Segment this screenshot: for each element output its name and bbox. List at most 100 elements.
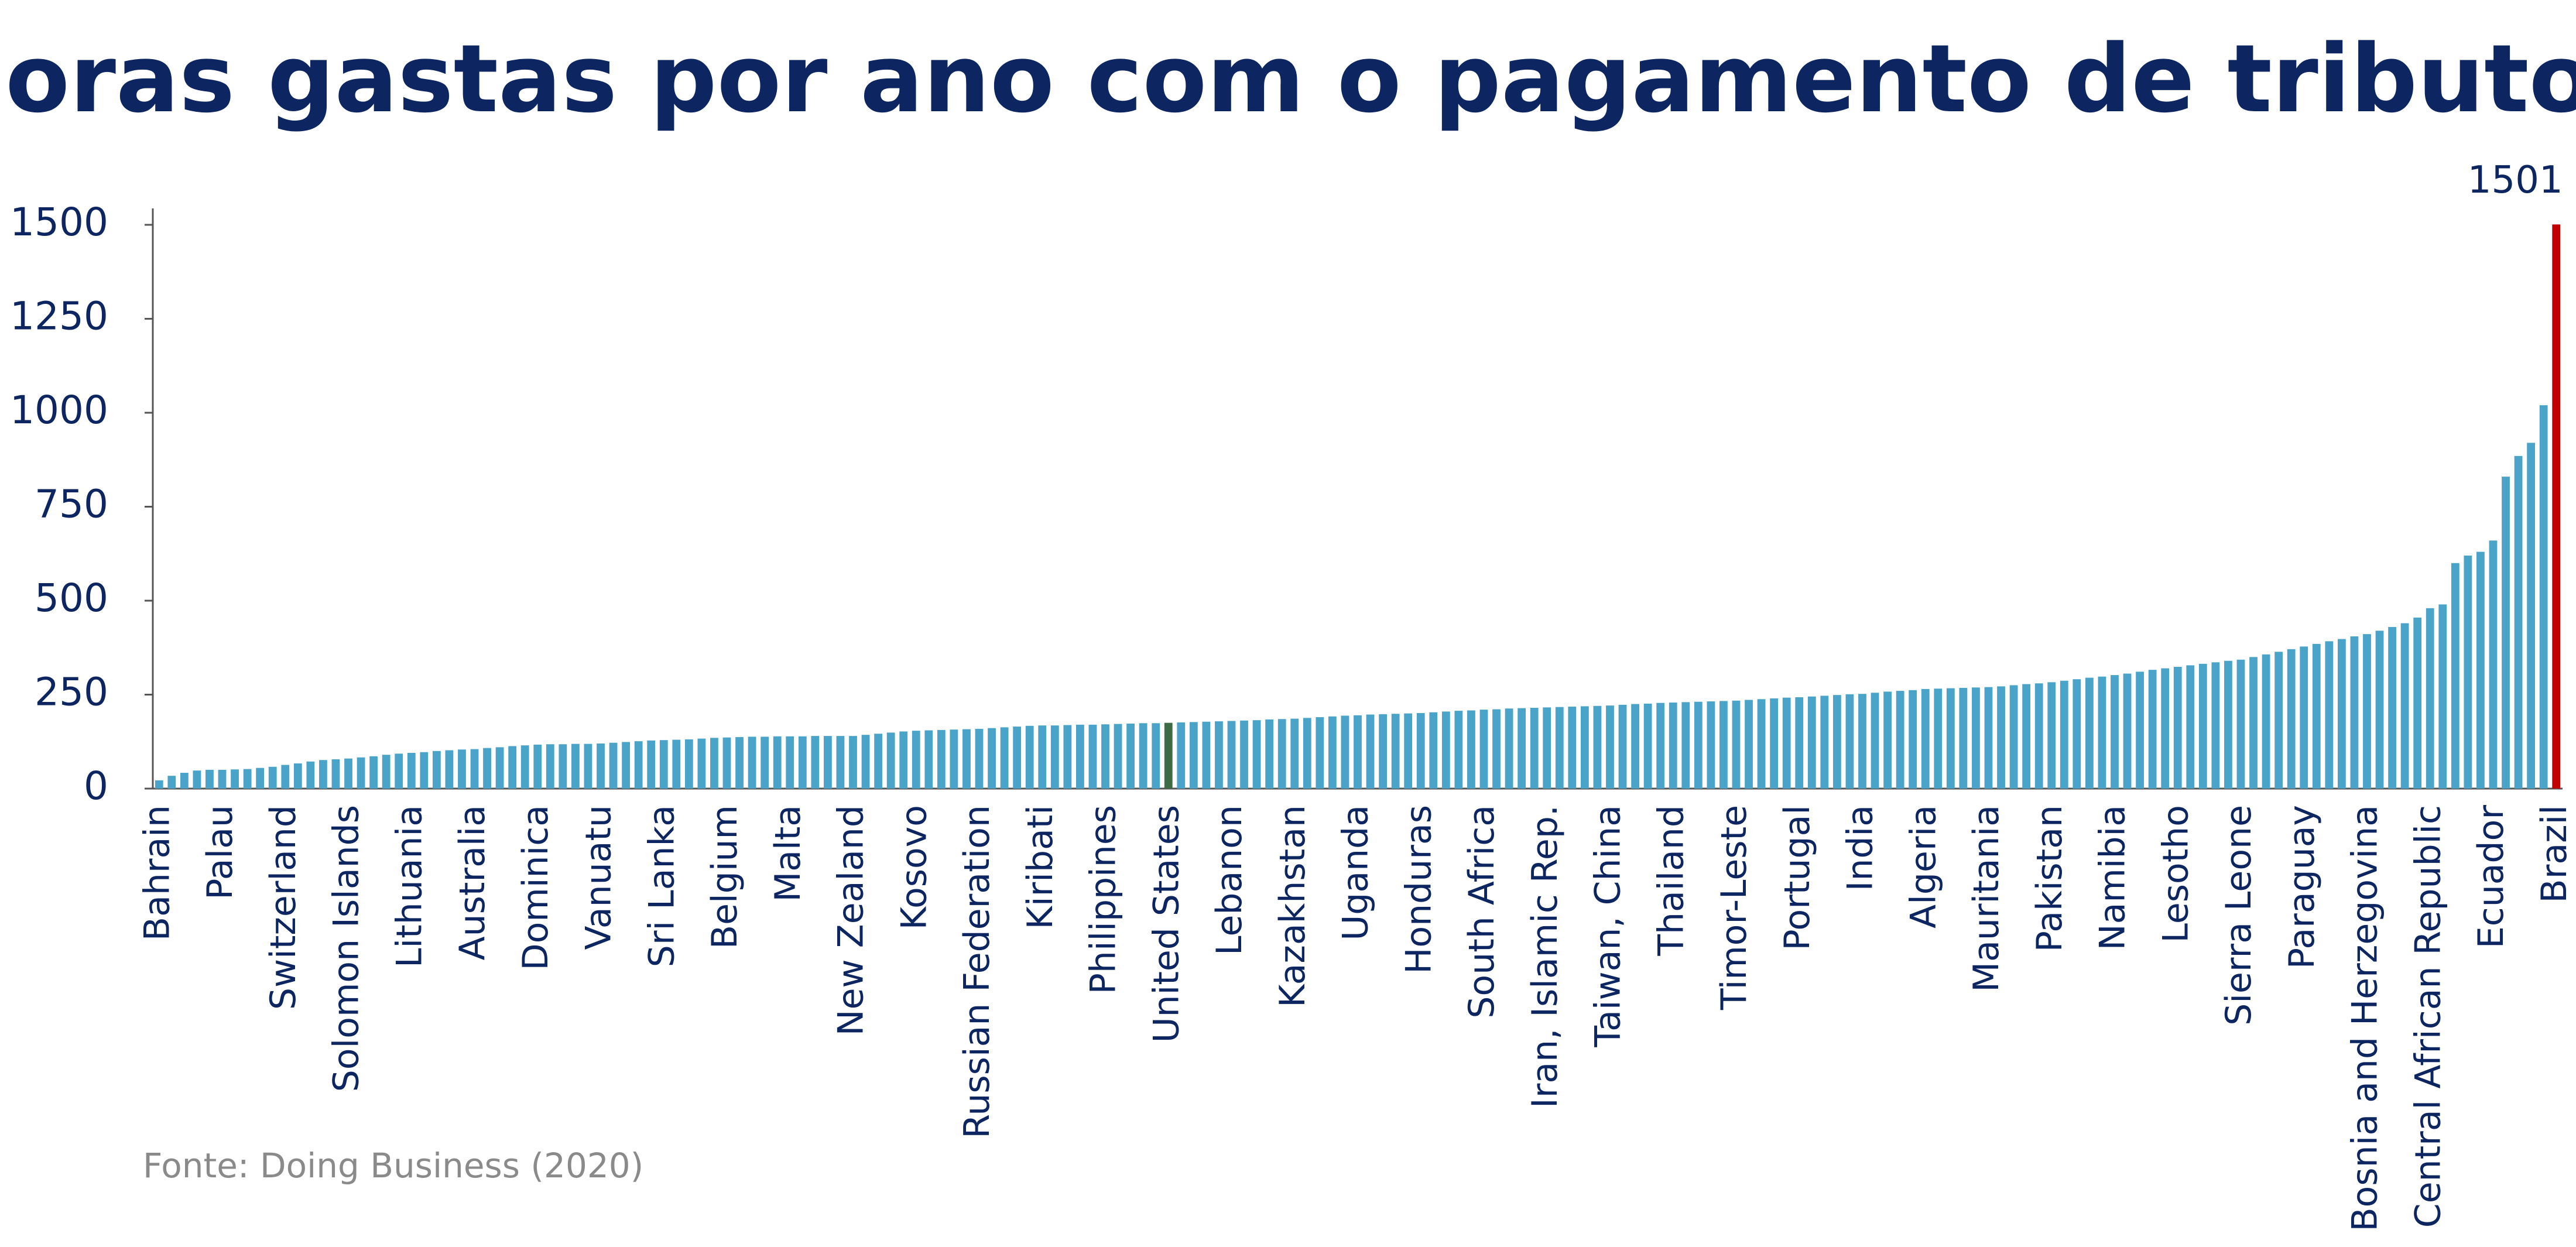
bar <box>899 731 908 789</box>
x-tick-label: Timor-Leste <box>1714 805 1755 1010</box>
bar <box>1770 698 1779 789</box>
bar <box>445 750 454 789</box>
bar <box>2047 682 2056 789</box>
bar <box>1277 719 1286 789</box>
x-tick-label: Ecuador <box>2471 805 2512 948</box>
bar <box>2514 455 2523 789</box>
bar <box>2337 639 2346 789</box>
x-tick-label: Portugal <box>1777 805 1818 951</box>
x-tick-label: Brazil <box>2534 805 2575 903</box>
bar <box>684 739 693 789</box>
bar <box>1088 724 1097 789</box>
bar <box>659 740 668 789</box>
bar <box>1934 688 1943 789</box>
bar <box>2438 604 2447 789</box>
bar <box>2350 636 2359 789</box>
bar <box>520 745 529 789</box>
bar <box>1997 686 2005 789</box>
x-tick-label: Australia <box>452 805 493 960</box>
bar <box>1429 712 1438 789</box>
bar <box>331 759 340 789</box>
bar <box>1669 702 1677 789</box>
bar <box>1454 711 1463 789</box>
x-tick-label: Kazakhstan <box>1272 805 1313 1008</box>
bar <box>1025 725 1034 789</box>
bar <box>2363 634 2371 789</box>
bar <box>1505 708 1513 789</box>
x-tick-label: Solomon Islands <box>326 805 367 1092</box>
bar <box>1063 725 1072 789</box>
bar <box>508 746 517 789</box>
bar <box>1606 705 1614 789</box>
x-tick-label: Bahrain <box>136 805 177 941</box>
bar <box>1517 708 1526 789</box>
bar <box>1732 700 1741 789</box>
bar <box>281 765 290 789</box>
bar <box>1013 727 1022 789</box>
bar <box>1126 723 1135 789</box>
bar <box>2249 657 2258 789</box>
bar <box>1618 704 1627 789</box>
bar <box>2034 683 2043 789</box>
y-tick-label: 250 <box>35 670 108 715</box>
bar <box>836 736 845 789</box>
bar <box>293 763 302 789</box>
bar <box>1694 701 1703 789</box>
bar <box>420 752 429 789</box>
bar <box>1479 710 1488 789</box>
bar <box>546 744 554 789</box>
bar <box>1832 695 1841 789</box>
x-tick-label: Lesotho <box>2155 805 2196 943</box>
bar <box>1555 707 1564 789</box>
bar <box>1189 722 1198 789</box>
bar <box>2502 477 2510 789</box>
x-tick-label: United States <box>1146 805 1187 1043</box>
x-tick-label: Paraguay <box>2282 805 2322 969</box>
bar <box>861 735 870 789</box>
bar <box>2527 443 2536 789</box>
bar <box>2325 641 2334 789</box>
bar <box>1643 703 1652 789</box>
bar <box>1114 724 1122 789</box>
bar <box>761 736 769 789</box>
bar <box>773 736 782 789</box>
bar <box>357 757 365 789</box>
bar <box>647 740 656 789</box>
bar <box>2274 652 2283 789</box>
bar <box>1530 707 1539 789</box>
bar <box>155 780 163 789</box>
bar <box>2476 551 2485 789</box>
bar <box>1795 697 1804 789</box>
x-tick-label: Bosnia and Herzegovina <box>2345 805 2386 1232</box>
bar <box>786 736 794 789</box>
bar <box>407 753 416 789</box>
bar <box>1719 701 1728 789</box>
bar <box>1316 717 1324 789</box>
bar <box>2426 608 2434 789</box>
bar <box>950 729 958 789</box>
bar <box>2539 405 2548 789</box>
bar <box>988 728 996 789</box>
bar <box>2464 555 2472 789</box>
chart-title: Horas gastas por ano com o pagamento de … <box>0 24 2576 133</box>
bar <box>1883 691 1892 789</box>
bar <box>2552 224 2561 789</box>
bar <box>2375 631 2384 789</box>
x-tick-label: New Zealand <box>831 805 872 1036</box>
bar <box>849 736 857 789</box>
x-tick-label: Thailand <box>1650 805 1691 957</box>
bar <box>1101 724 1109 789</box>
bar <box>495 747 504 789</box>
bar <box>1909 690 1917 789</box>
bar <box>1177 722 1186 789</box>
bar <box>1896 691 1904 789</box>
bar <box>2111 675 2119 789</box>
bar <box>559 744 567 789</box>
bar <box>1845 694 1854 789</box>
x-tick-label: Palau <box>200 805 241 900</box>
bar <box>268 766 277 789</box>
bar <box>811 736 820 789</box>
bar <box>1164 722 1173 789</box>
bar <box>697 738 706 789</box>
bar <box>1000 727 1009 789</box>
